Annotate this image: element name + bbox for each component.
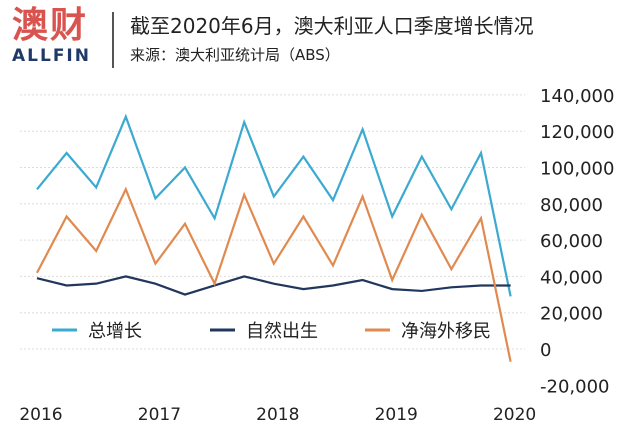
chart-source: 来源：澳大利亚统计局（ABS） (130, 46, 340, 64)
chart-title: 截至2020年6月，澳大利亚人口季度增长情况 (130, 14, 534, 38)
y-tick-label: 40,000 (540, 267, 603, 288)
y-tick-label: 120,000 (540, 122, 614, 143)
y-tick-label: 140,000 (540, 86, 614, 107)
x-tick-label: 2020 (493, 405, 536, 425)
logo-en: ALLFIN (12, 46, 91, 66)
x-tick-label: 2019 (375, 405, 418, 425)
y-tick-label: 0 (540, 340, 551, 361)
y-tick-label: 100,000 (540, 159, 614, 180)
series-line-0 (36, 113, 512, 297)
legend-label-0: 总增长 (88, 321, 142, 342)
header-divider (112, 12, 114, 68)
legend-label-2: 净海外移民 (401, 321, 491, 342)
series-line-1 (36, 275, 511, 296)
y-tick-label: -20,000 (540, 376, 609, 397)
x-tick-label: 2018 (256, 405, 299, 425)
logo-cn: 澳财 (12, 5, 89, 46)
x-tick-label: 2017 (138, 405, 181, 425)
logo: 澳财 ALLFIN (12, 5, 104, 67)
y-tick-label: 80,000 (540, 195, 603, 216)
y-tick-label: 20,000 (540, 304, 603, 325)
y-tick-label: 60,000 (540, 231, 603, 252)
x-tick-label: 2016 (19, 405, 62, 425)
legend-label-1: 自然出生 (246, 321, 318, 342)
